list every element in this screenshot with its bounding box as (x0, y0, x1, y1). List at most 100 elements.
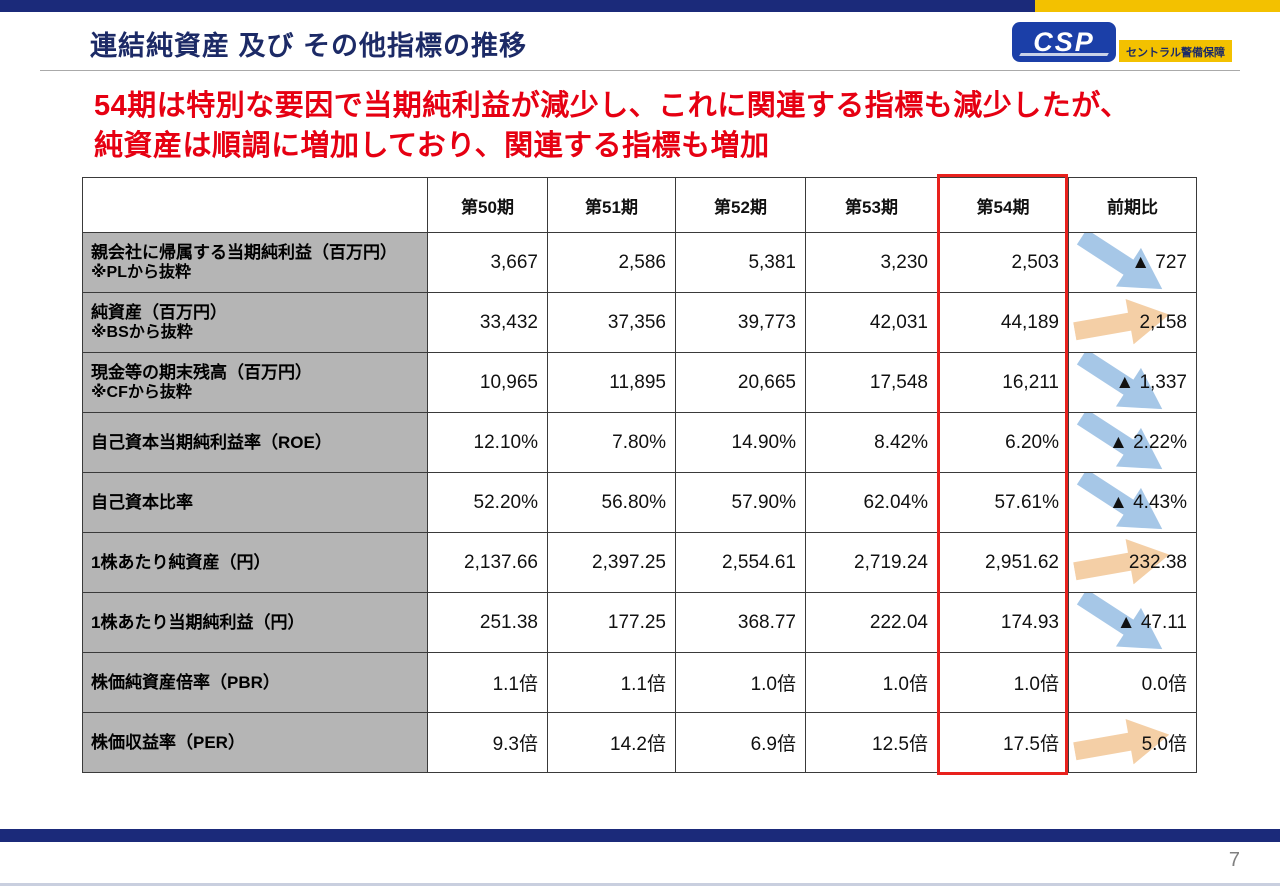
value-cell: 17,548 (805, 352, 938, 413)
row-label-note: ※PLから抜粋 (91, 264, 192, 282)
value-cell: 39,773 (675, 292, 806, 353)
page-number: 7 (1228, 849, 1240, 871)
change-cell: ▲ 1,337 (1068, 352, 1197, 413)
change-value: ▲ 4.43% (1109, 491, 1187, 513)
value-cell: 37,356 (547, 292, 676, 353)
value-cell: 2,554.61 (675, 532, 806, 593)
corner-cell (82, 177, 428, 233)
value-cell: 2,137.66 (427, 532, 548, 593)
csp-logo-text: CSP (1033, 26, 1095, 57)
value-cell: 12.10% (427, 412, 548, 473)
logo-swoosh-decoration (1019, 53, 1109, 56)
value-cell: 368.77 (675, 592, 806, 653)
change-cell: ▲ 2.22% (1068, 412, 1197, 473)
value-cell: 1.1倍 (547, 652, 676, 713)
table-row: 自己資本比率 52.20% 56.80% 57.90% 62.04% 57.61% ▲ 4.… (82, 472, 1197, 533)
row-label-note: ※CFから抜粋 (91, 384, 192, 402)
row-label-text: 1株あたり純資産（円） (91, 552, 271, 572)
value-cell: 7.80% (547, 412, 676, 473)
change-value: 5.0倍 (1141, 734, 1187, 755)
col-header-period-52: 第52期 (675, 177, 806, 233)
row-label-note: ※BSから抜粋 (91, 324, 193, 342)
company-logo: CSP セントラル警備保障 (1012, 20, 1232, 62)
value-cell: 6.9倍 (675, 712, 806, 773)
row-label: 株価純資産倍率（PBR） (82, 652, 428, 713)
decrease-arrow-icon (1074, 353, 1170, 409)
value-cell: 1.1倍 (427, 652, 548, 713)
change-cell: ▲ 47.11 (1068, 592, 1197, 653)
value-cell: 3,667 (427, 232, 548, 293)
change-cell: ▲ 727 (1068, 232, 1197, 293)
table-row: 株価収益率（PER） 9.3倍 14.2倍 6.9倍 12.5倍 17.5倍 5.0倍 (82, 712, 1197, 773)
top-bar-navy-segment (0, 0, 1035, 12)
decrease-arrow-icon (1074, 413, 1170, 469)
col-header-period-50: 第50期 (427, 177, 548, 233)
increase-arrow-icon (1073, 298, 1170, 346)
row-label-text: 自己資本比率 (91, 492, 193, 512)
row-label-text: 株価収益率（PER） (91, 732, 245, 752)
col-header-period-51: 第51期 (547, 177, 676, 233)
headline: 54期は特別な要因で当期純利益が減少し、これに関連する指標も減少したが、 純資産… (94, 86, 1130, 166)
header-divider (40, 70, 1240, 71)
top-accent-bar (0, 0, 1280, 12)
row-label-text: 1株あたり当期純利益（円） (91, 612, 305, 632)
change-cell: 232.38 (1068, 532, 1197, 593)
value-cell: 1.0倍 (937, 652, 1069, 713)
value-cell: 8.42% (805, 412, 938, 473)
value-cell: 251.38 (427, 592, 548, 653)
change-value: 0.0倍 (1141, 674, 1187, 695)
col-header-period-53: 第53期 (805, 177, 938, 233)
increase-arrow-icon (1073, 718, 1170, 766)
value-cell: 1.0倍 (675, 652, 806, 713)
change-value: 2,158 (1139, 311, 1187, 333)
table-body: 親会社に帰属する当期純利益（百万円） ※PLから抜粋 3,667 2,586 5,381… (82, 232, 1197, 773)
row-label: 自己資本比率 (82, 472, 428, 533)
change-cell: 5.0倍 (1068, 712, 1197, 773)
row-label: 株価収益率（PER） (82, 712, 428, 773)
row-label: 1株あたり純資産（円） (82, 532, 428, 593)
value-cell: 42,031 (805, 292, 938, 353)
row-label: 親会社に帰属する当期純利益（百万円） ※PLから抜粋 (82, 232, 428, 293)
value-cell: 6.20% (937, 412, 1069, 473)
table-row: 1株あたり当期純利益（円） 251.38 177.25 368.77 222.04 174… (82, 592, 1197, 653)
value-cell: 174.93 (937, 592, 1069, 653)
col-header-period-54: 第54期 (937, 177, 1069, 233)
col-header-yoy: 前期比 (1068, 177, 1197, 233)
value-cell: 62.04% (805, 472, 938, 533)
row-label: 自己資本当期純利益率（ROE） (82, 412, 428, 473)
change-value: ▲ 47.11 (1116, 611, 1187, 633)
table-header-row: 第50期 第51期 第52期 第53期 第54期 前期比 (82, 177, 1197, 233)
value-cell: 2,586 (547, 232, 676, 293)
table-row: 純資産（百万円） ※BSから抜粋 33,432 37,356 39,773 42,031 4… (82, 292, 1197, 353)
value-cell: 33,432 (427, 292, 548, 353)
company-name-label: セントラル警備保障 (1119, 40, 1232, 62)
decrease-arrow-icon (1074, 233, 1170, 289)
row-label-text: 現金等の期末残高（百万円） (91, 362, 312, 382)
table-row: 親会社に帰属する当期純利益（百万円） ※PLから抜粋 3,667 2,586 5,381… (82, 232, 1197, 293)
value-cell: 2,719.24 (805, 532, 938, 593)
table-row: 1株あたり純資産（円） 2,137.66 2,397.25 2,554.61 2,719… (82, 532, 1197, 593)
value-cell: 1.0倍 (805, 652, 938, 713)
value-cell: 12.5倍 (805, 712, 938, 773)
change-value: ▲ 2.22% (1109, 431, 1187, 453)
metrics-table: 第50期 第51期 第52期 第53期 第54期 前期比 親会社に帰属する当期純… (82, 177, 1197, 773)
row-label-text: 親会社に帰属する当期純利益（百万円） (91, 242, 397, 262)
value-cell: 177.25 (547, 592, 676, 653)
value-cell: 9.3倍 (427, 712, 548, 773)
value-cell: 10,965 (427, 352, 548, 413)
row-label: 現金等の期末残高（百万円） ※CFから抜粋 (82, 352, 428, 413)
table-row: 現金等の期末残高（百万円） ※CFから抜粋 10,965 11,895 20,665 17… (82, 352, 1197, 413)
change-value: ▲ 727 (1131, 251, 1187, 273)
value-cell: 2,951.62 (937, 532, 1069, 593)
increase-arrow-icon (1073, 538, 1170, 586)
row-label-text: 自己資本当期純利益率（ROE） (91, 432, 332, 452)
value-cell: 2,503 (937, 232, 1069, 293)
value-cell: 20,665 (675, 352, 806, 413)
table-row: 株価純資産倍率（PBR） 1.1倍 1.1倍 1.0倍 1.0倍 1.0倍 0.0倍 (82, 652, 1197, 713)
decrease-arrow-icon (1074, 473, 1170, 529)
value-cell: 16,211 (937, 352, 1069, 413)
value-cell: 17.5倍 (937, 712, 1069, 773)
row-label: 純資産（百万円） ※BSから抜粋 (82, 292, 428, 353)
row-label: 1株あたり当期純利益（円） (82, 592, 428, 653)
